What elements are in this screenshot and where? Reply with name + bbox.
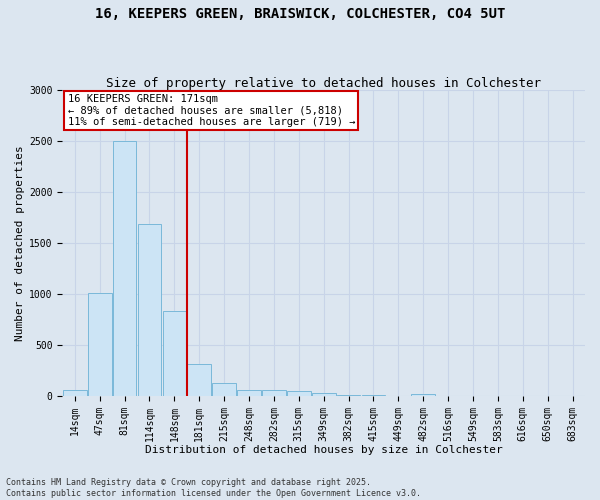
Bar [113, 140, 136, 396]
Bar [137, 224, 161, 396]
Bar [212, 382, 236, 396]
Bar [163, 311, 186, 396]
X-axis label: Distribution of detached houses by size in Colchester: Distribution of detached houses by size … [145, 445, 503, 455]
Bar [412, 394, 435, 396]
Bar [237, 390, 261, 396]
Bar [337, 395, 361, 396]
Text: 16, KEEPERS GREEN, BRAISWICK, COLCHESTER, CO4 5UT: 16, KEEPERS GREEN, BRAISWICK, COLCHESTER… [95, 8, 505, 22]
Bar [312, 394, 335, 396]
Bar [287, 392, 311, 396]
Bar [88, 292, 112, 396]
Bar [187, 364, 211, 396]
Text: 16 KEEPERS GREEN: 171sqm
← 89% of detached houses are smaller (5,818)
11% of sem: 16 KEEPERS GREEN: 171sqm ← 89% of detach… [68, 94, 355, 128]
Title: Size of property relative to detached houses in Colchester: Size of property relative to detached ho… [106, 76, 541, 90]
Text: Contains HM Land Registry data © Crown copyright and database right 2025.
Contai: Contains HM Land Registry data © Crown c… [6, 478, 421, 498]
Bar [63, 390, 86, 396]
Bar [262, 390, 286, 396]
Y-axis label: Number of detached properties: Number of detached properties [15, 145, 25, 340]
